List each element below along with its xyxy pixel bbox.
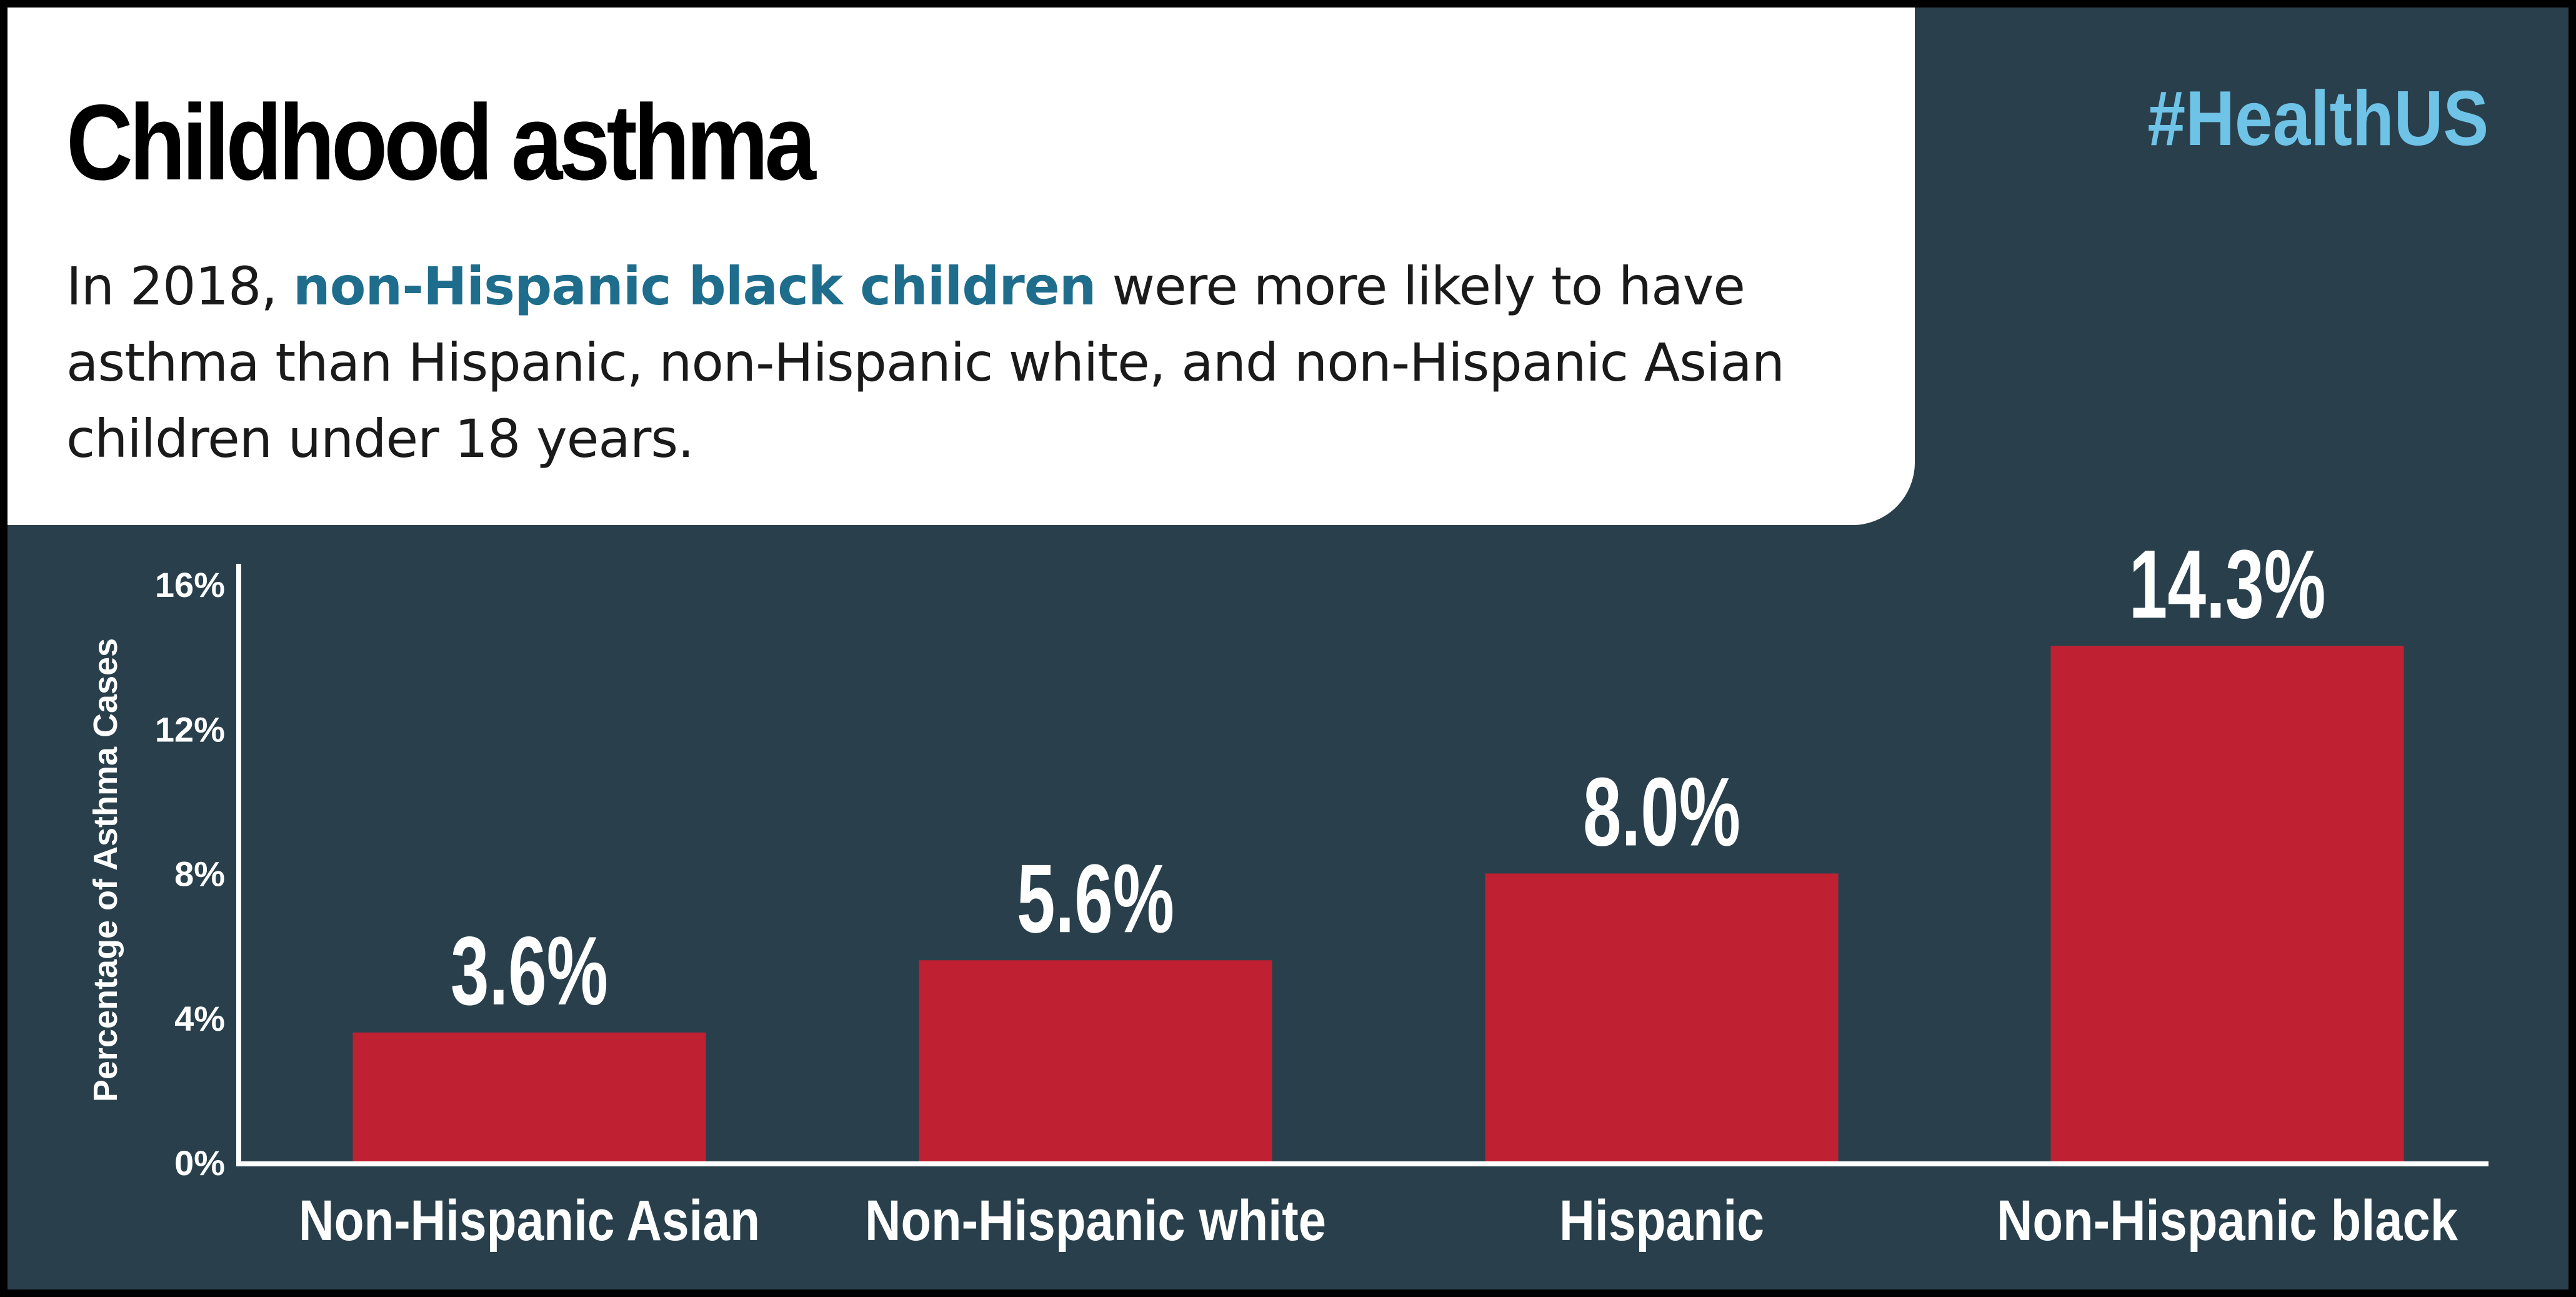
bar-value-label: 5.6% [1017,844,1174,953]
x-tick-label: Non-Hispanic black [1997,1189,2459,1253]
infographic-frame: Childhood asthma In 2018, non-Hispanic b… [7,8,2569,1289]
bar-value-label: 3.6% [451,917,608,1026]
value-labels-group: 3.6% 5.6% 8.0% 14.3% [451,530,2326,1026]
y-tick-label: 4% [174,999,225,1038]
page-title: Childhood asthma [66,83,816,203]
bar-chart: 3.6% 5.6% 8.0% 14.3% 0% 4% 8% 12% 16% Non-Hispa… [87,530,2489,1253]
y-ticks-group: 0% 4% 8% 12% 16% [155,565,225,1183]
subtitle-suffix: were more likely to have asthma than His… [66,256,1785,469]
y-tick-label: 12% [155,709,225,749]
bars-group [352,646,2404,1163]
bar-value-label: 14.3% [2129,530,2326,639]
bar [352,1032,706,1163]
info-panel: Childhood asthma In 2018, non-Hispanic b… [7,8,1915,525]
bar [2050,646,2404,1163]
subtitle-highlight: non-Hispanic black children [292,256,1097,317]
bar [919,960,1272,1163]
y-tick-label: 8% [174,854,225,894]
y-axis-label: Percentage of Asthma Cases [87,638,124,1102]
x-labels-group: Non-Hispanic Asian Non-Hispanic white Hisp… [299,1189,2459,1253]
y-tick-label: 0% [174,1143,225,1183]
subtitle-prefix: In 2018, [66,256,293,317]
x-tick-label: Non-Hispanic white [865,1189,1326,1253]
x-tick-label: Non-Hispanic Asian [299,1189,760,1253]
subtitle: In 2018, non-Hispanic black children wer… [66,248,1879,477]
y-tick-label: 16% [155,565,225,604]
bar [1485,873,1839,1163]
x-tick-label: Hispanic [1559,1189,1764,1253]
bar-value-label: 8.0% [1583,758,1740,867]
hashtag: #HealthUS [2147,76,2489,162]
